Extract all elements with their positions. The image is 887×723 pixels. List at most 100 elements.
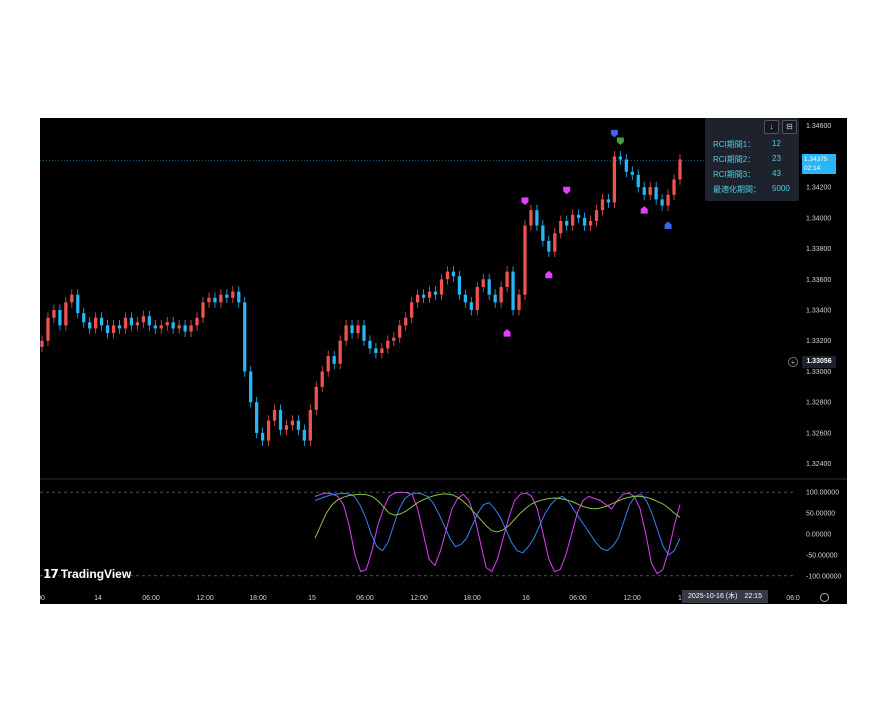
candle-body <box>493 294 497 303</box>
candle-body <box>213 297 217 303</box>
candle-body <box>529 210 533 226</box>
price-tick-label: 1.32800 <box>806 400 831 407</box>
time-tick-label: 1 <box>678 595 682 602</box>
candle-body <box>535 210 539 226</box>
osc-tick-label: 50.00000 <box>806 511 835 518</box>
time-tick-label: 16 <box>522 595 530 602</box>
countdown-value: 02:14 <box>804 165 821 172</box>
rci-line <box>314 492 681 556</box>
candle-body <box>82 313 86 323</box>
candle-body <box>618 156 623 160</box>
candle-body <box>272 409 277 421</box>
candle-body <box>600 199 605 211</box>
osc-tick-label: -50.00000 <box>806 552 838 559</box>
signal-markers <box>503 129 672 337</box>
time-tick-label: 18:00 <box>249 595 267 602</box>
add-alert-icon[interactable]: + <box>788 357 798 367</box>
last-price-tag: 1.34375 02:14 <box>802 154 836 174</box>
candle-body <box>231 291 235 298</box>
candle-body <box>594 210 599 221</box>
rci-period-1-label: RCI期間1： <box>713 140 756 149</box>
candle-body <box>326 356 330 372</box>
candle-body <box>278 409 283 430</box>
candle-body <box>320 371 324 387</box>
chart-canvas[interactable]: 1.346001.344001.342001.340001.338001.336… <box>40 118 847 604</box>
tradingview-logo: 𝟭𝟳 TradingView <box>43 567 131 581</box>
price-tick-label: 1.34000 <box>806 215 831 222</box>
tradingview-wordmark: TradingView <box>60 567 132 581</box>
candle-body <box>439 279 444 295</box>
candle-body <box>356 325 360 334</box>
candle-body <box>201 302 205 318</box>
candle-body <box>249 371 253 403</box>
rci-period-3-label: RCI期間3： <box>713 170 756 179</box>
candle-body <box>314 386 318 410</box>
osc-tick-label: 100.00000 <box>806 490 839 497</box>
candle-body <box>338 340 342 364</box>
candle-body <box>547 240 551 252</box>
candle-body <box>481 279 485 287</box>
candle-body <box>642 187 646 195</box>
candle-body <box>576 214 581 218</box>
candle-body <box>588 220 593 226</box>
signal-marker <box>640 206 648 214</box>
price-tick-label: 1.33000 <box>806 369 831 376</box>
signal-marker <box>563 186 571 195</box>
candle-body <box>416 294 420 303</box>
candle-body <box>457 276 462 295</box>
tradingview-mark-icon: 𝟭𝟳 <box>43 567 59 581</box>
time-tick-label: 06:0 <box>786 595 800 602</box>
candle-body <box>266 420 271 441</box>
candle-body <box>553 233 557 252</box>
candle-body <box>386 340 390 349</box>
time-tick-label: 12:00 <box>623 595 641 602</box>
candle-body <box>445 271 450 280</box>
rci-lines <box>314 491 681 575</box>
candle-body <box>88 322 92 329</box>
candle-body <box>517 294 521 311</box>
candle-body <box>255 402 259 433</box>
time-axis-settings-icon[interactable] <box>820 593 829 602</box>
time-tick-label: 18:00 <box>463 595 481 602</box>
candle-body <box>105 325 110 334</box>
price-tick-label: 1.34600 <box>806 123 831 130</box>
candle-body <box>344 325 348 341</box>
price-tick-label: 1.33200 <box>806 338 831 345</box>
candle-body <box>99 317 104 326</box>
candle-body <box>433 291 438 295</box>
signal-marker <box>610 129 618 138</box>
candle-body <box>559 220 563 234</box>
time-tick-label: 15 <box>308 595 316 602</box>
candle-body <box>225 294 229 298</box>
collapse-icon[interactable]: ↓ <box>764 120 779 134</box>
candle-body <box>499 286 503 303</box>
candle-body <box>165 322 169 326</box>
candle-body <box>46 317 50 341</box>
candle-body <box>523 225 527 295</box>
candle-body <box>374 348 378 354</box>
candle-body <box>135 322 140 326</box>
candle-body <box>153 325 157 329</box>
chart-area[interactable]: 1.346001.344001.342001.340001.338001.336… <box>40 118 847 604</box>
candle-body <box>654 187 658 200</box>
settings-icon[interactable]: ⊟ <box>782 120 797 134</box>
price-tick-label: 1.33400 <box>806 308 831 315</box>
candle-body <box>565 220 569 226</box>
price-tick-label: 1.32600 <box>806 430 831 437</box>
candle-body <box>177 325 181 329</box>
time-tick-label: 12:00 <box>410 595 428 602</box>
candle-body <box>40 340 44 347</box>
candle-body <box>260 432 265 441</box>
candle-body <box>368 340 372 349</box>
candlestick-series <box>40 151 682 446</box>
candle-body <box>58 310 62 326</box>
candle-body <box>451 271 456 277</box>
candle-body <box>70 294 74 303</box>
candle-body <box>475 286 479 311</box>
price-tick-label: 1.34200 <box>806 185 831 192</box>
time-tick-label: 06:00 <box>569 595 587 602</box>
candle-body <box>147 316 151 326</box>
candle-body <box>207 297 211 303</box>
candle-body <box>660 199 664 206</box>
candle-body <box>195 317 199 326</box>
